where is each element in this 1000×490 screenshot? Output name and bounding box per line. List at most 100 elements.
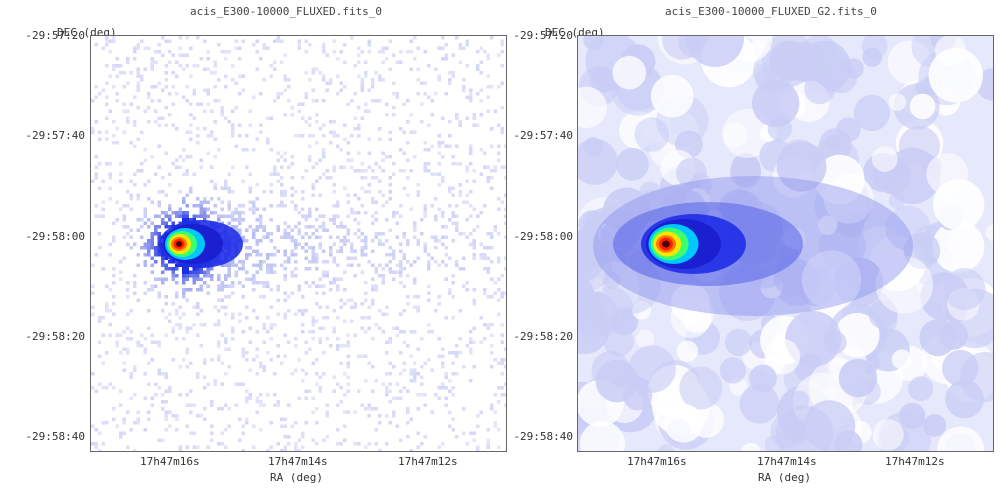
- x-axis-label: RA (deg): [758, 471, 811, 484]
- pixel-mark: [423, 92, 427, 96]
- pixel-mark: [147, 92, 151, 96]
- pixel-mark: [175, 312, 179, 316]
- pixel-mark: [451, 351, 455, 355]
- pixel-mark: [224, 57, 228, 61]
- pixel-mark: [94, 95, 98, 99]
- pixel-mark: [448, 71, 452, 75]
- pixel-mark: [329, 218, 333, 222]
- pixel-mark: [437, 207, 441, 211]
- pixel-mark: [297, 396, 301, 400]
- pixel-mark: [94, 442, 98, 446]
- pixel-mark: [119, 403, 123, 407]
- pixel-mark: [437, 144, 441, 148]
- pixel-mark: [402, 309, 406, 313]
- pixel-mark: [346, 200, 350, 204]
- pixel-mark: [360, 249, 364, 253]
- pixel-mark: [213, 305, 217, 309]
- pixel-mark: [497, 232, 501, 236]
- pixel-mark: [448, 291, 452, 295]
- pixel-mark: [259, 393, 263, 397]
- pixel-mark: [490, 169, 494, 173]
- pixel-mark: [479, 410, 483, 414]
- pixel-mark: [402, 130, 406, 134]
- pixel-mark: [266, 330, 270, 334]
- pixel-mark: [392, 106, 396, 110]
- pixel-mark: [112, 312, 116, 316]
- pixel-mark: [437, 445, 441, 449]
- pixel-mark: [238, 281, 242, 285]
- pixel-mark: [217, 277, 221, 281]
- pixel-mark: [290, 106, 294, 110]
- pixel-mark: [416, 239, 420, 243]
- pixel-mark: [276, 95, 280, 99]
- pixel-mark: [283, 221, 287, 225]
- pixel-mark: [154, 382, 158, 386]
- pixel-mark: [185, 36, 189, 40]
- pixel-mark: [472, 242, 476, 246]
- y-tick-label: -29:58:00: [513, 230, 573, 243]
- smoothed-blob: [960, 351, 993, 402]
- pixel-mark: [343, 424, 347, 428]
- pixel-mark: [465, 64, 469, 68]
- pixel-mark: [287, 235, 291, 239]
- pixel-mark: [350, 263, 354, 267]
- pixel-mark: [224, 116, 228, 120]
- pixel-mark: [168, 214, 172, 218]
- pixel-mark: [91, 263, 95, 267]
- image-plot[interactable]: [90, 35, 507, 452]
- pixel-mark: [192, 267, 196, 271]
- pixel-mark: [126, 288, 130, 292]
- pixel-mark: [245, 400, 249, 404]
- pixel-mark: [448, 144, 452, 148]
- pixel-mark: [171, 267, 175, 271]
- pixel-mark: [185, 130, 189, 134]
- pixel-mark: [269, 183, 273, 187]
- pixel-mark: [129, 375, 133, 379]
- pixel-mark: [262, 340, 266, 344]
- pixel-mark: [402, 151, 406, 155]
- pixel-mark: [430, 113, 434, 117]
- pixel-mark: [315, 235, 319, 239]
- pixel-mark: [444, 253, 448, 257]
- pixel-mark: [175, 214, 179, 218]
- pixel-mark: [346, 410, 350, 414]
- pixel-mark: [448, 379, 452, 383]
- pixel-mark: [294, 260, 298, 264]
- pixel-mark: [154, 340, 158, 344]
- pixel-mark: [262, 281, 266, 285]
- pixel-mark: [297, 309, 301, 313]
- pixel-mark: [164, 256, 168, 260]
- pixel-mark: [308, 43, 312, 47]
- pixel-mark: [294, 449, 298, 451]
- pixel-mark: [157, 123, 161, 127]
- pixel-mark: [469, 148, 473, 152]
- plot-title: acis_E300-10000_FLUXED_G2.fits_0: [665, 5, 877, 18]
- pixel-mark: [381, 50, 385, 54]
- x-tick-label: 17h47m14s: [757, 455, 817, 468]
- pixel-mark: [147, 197, 151, 201]
- pixel-mark: [227, 407, 231, 411]
- pixel-mark: [315, 319, 319, 323]
- pixel-mark: [420, 393, 424, 397]
- pixel-mark: [413, 295, 417, 299]
- image-plot[interactable]: [577, 35, 994, 452]
- pixel-mark: [395, 221, 399, 225]
- pixel-mark: [399, 312, 403, 316]
- pixel-mark: [311, 99, 315, 103]
- pixel-mark: [451, 361, 455, 365]
- pixel-mark: [101, 386, 105, 390]
- pixel-mark: [336, 316, 340, 320]
- pixel-mark: [374, 284, 378, 288]
- pixel-mark: [280, 449, 284, 451]
- pixel-mark: [294, 445, 298, 449]
- smoothed-blob: [985, 223, 993, 241]
- pixel-mark: [283, 277, 287, 281]
- pixel-mark: [245, 239, 249, 243]
- pixel-mark: [171, 326, 175, 330]
- pixel-mark: [451, 186, 455, 190]
- pixel-mark: [392, 396, 396, 400]
- heatmap-canvas: [91, 36, 506, 451]
- pixel-mark: [476, 50, 480, 54]
- pixel-mark: [388, 421, 392, 425]
- pixel-mark: [441, 211, 445, 215]
